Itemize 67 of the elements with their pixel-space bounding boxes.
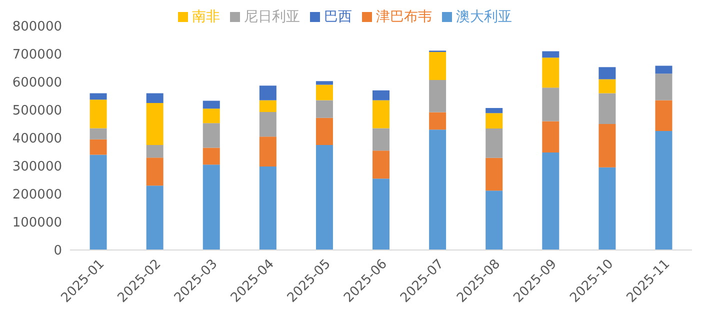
bar bbox=[146, 186, 164, 250]
bar bbox=[598, 93, 616, 124]
y-tick-label: 0 bbox=[54, 244, 62, 259]
bar bbox=[259, 100, 276, 112]
bar bbox=[542, 152, 560, 250]
legend-label: 澳大利亚 bbox=[456, 9, 512, 25]
y-tick-label: 400000 bbox=[12, 132, 62, 147]
bar bbox=[259, 112, 276, 137]
bar bbox=[316, 118, 333, 145]
bar bbox=[372, 178, 390, 250]
bar bbox=[316, 145, 333, 250]
bar bbox=[655, 131, 672, 250]
bar bbox=[542, 58, 560, 88]
bar bbox=[486, 108, 503, 114]
bar bbox=[90, 128, 107, 140]
bar bbox=[486, 158, 503, 191]
bar bbox=[202, 148, 220, 165]
bar bbox=[259, 86, 276, 100]
bar bbox=[486, 113, 503, 128]
y-tick-label: 200000 bbox=[12, 188, 62, 203]
y-tick-label: 600000 bbox=[12, 76, 62, 91]
legend-label: 巴西 bbox=[324, 9, 352, 25]
y-tick-label: 500000 bbox=[12, 104, 62, 119]
y-tick-label: 300000 bbox=[12, 160, 62, 175]
bar bbox=[372, 100, 390, 128]
bar bbox=[598, 67, 616, 80]
y-tick-label: 700000 bbox=[12, 48, 62, 63]
bar bbox=[429, 130, 446, 250]
bar bbox=[372, 90, 390, 100]
bar bbox=[655, 74, 672, 100]
bar bbox=[146, 145, 164, 158]
bar bbox=[202, 123, 220, 148]
bar bbox=[598, 124, 616, 168]
bar bbox=[90, 154, 107, 250]
bar bbox=[372, 128, 390, 151]
bar bbox=[90, 93, 107, 100]
bar bbox=[598, 167, 616, 250]
bar bbox=[316, 100, 333, 118]
legend-label: 津巴布韦 bbox=[376, 9, 432, 25]
bar bbox=[598, 79, 616, 94]
y-tick-label: 800000 bbox=[12, 20, 62, 35]
bar bbox=[429, 112, 446, 130]
bar bbox=[259, 166, 276, 250]
bar bbox=[146, 103, 164, 145]
bar bbox=[429, 52, 446, 80]
bar bbox=[259, 136, 276, 167]
bar bbox=[316, 84, 333, 100]
bar bbox=[202, 164, 220, 250]
bar bbox=[372, 150, 390, 179]
bar bbox=[542, 121, 560, 153]
bar bbox=[90, 100, 107, 128]
bar bbox=[202, 108, 220, 124]
bar bbox=[316, 81, 333, 85]
bar bbox=[202, 100, 220, 109]
legend-label: 南非 bbox=[192, 9, 220, 25]
y-tick-label: 100000 bbox=[12, 216, 62, 231]
bar bbox=[486, 128, 503, 158]
bar bbox=[90, 139, 107, 155]
bar bbox=[486, 190, 503, 250]
legend-label: 尼日利亚 bbox=[244, 9, 300, 25]
bar bbox=[542, 88, 560, 122]
bar bbox=[429, 80, 446, 112]
bar bbox=[146, 93, 164, 103]
bar bbox=[146, 158, 164, 186]
bar bbox=[655, 100, 672, 131]
bar bbox=[655, 66, 672, 74]
bar bbox=[542, 51, 560, 58]
